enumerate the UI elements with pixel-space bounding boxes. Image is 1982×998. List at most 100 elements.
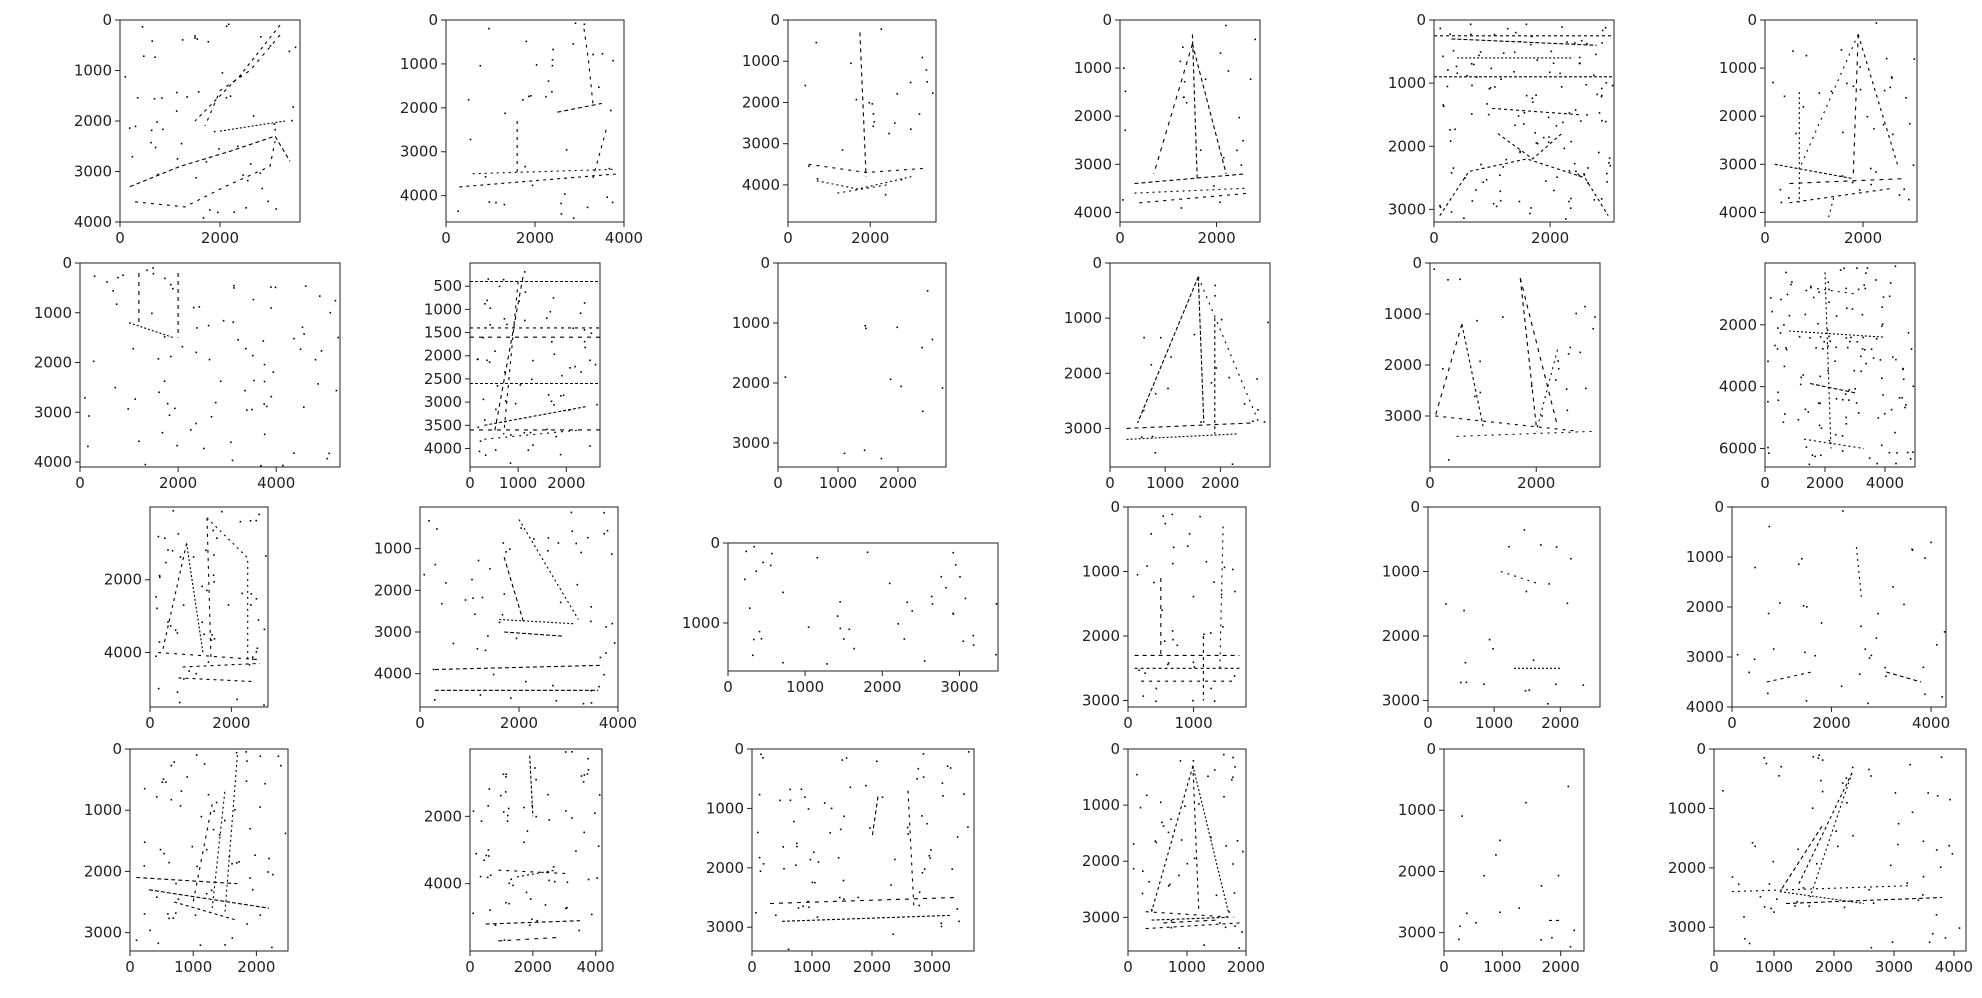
noise-point: [261, 187, 264, 190]
y-tick-label: 3000: [732, 434, 770, 452]
noise-point: [1936, 795, 1939, 797]
noise-point: [1487, 113, 1490, 116]
noise-point: [1951, 853, 1954, 855]
noise-point: [1447, 69, 1449, 71]
noise-point: [843, 815, 845, 818]
noise-point: [1530, 43, 1532, 46]
noise-point: [906, 601, 909, 604]
noise-point: [811, 881, 814, 884]
y-tick-label: 2000: [1668, 859, 1706, 877]
noise-point: [88, 415, 90, 417]
y-tick-label: 2000: [1719, 316, 1757, 334]
noise-point: [176, 158, 179, 160]
noise-point: [1495, 854, 1497, 856]
noise-point: [1555, 683, 1557, 686]
noise-point: [475, 852, 477, 855]
noise-point: [568, 409, 570, 411]
noise-point: [212, 574, 215, 576]
noise-point: [845, 757, 848, 759]
noise-point: [528, 95, 530, 98]
noise-point: [93, 275, 96, 278]
noise-point: [199, 944, 202, 946]
noise-point: [1894, 792, 1897, 794]
noise-point: [255, 651, 258, 653]
noise-point: [1180, 207, 1183, 209]
axes-frame: [1127, 748, 1247, 952]
noise-point: [884, 193, 887, 196]
noise-point: [1219, 52, 1222, 54]
x-tick-label: 2000: [879, 474, 917, 492]
noise-point: [445, 582, 447, 584]
noise-point: [557, 542, 560, 544]
y-tick-label: 3000: [742, 135, 780, 153]
sketch-stroke-2: [498, 869, 568, 875]
noise-point: [587, 757, 589, 760]
noise-point: [1124, 90, 1127, 93]
noise-point: [1458, 938, 1460, 941]
noise-point: [1213, 581, 1215, 583]
noise-point: [1233, 892, 1236, 894]
noise-point: [559, 601, 562, 604]
noise-point: [510, 434, 512, 436]
noise-point: [1903, 603, 1905, 606]
noise-point: [565, 149, 568, 151]
noise-point: [472, 597, 474, 599]
noise-point: [1565, 388, 1568, 390]
noise-point: [1199, 149, 1202, 151]
noise-point: [611, 553, 613, 555]
noise-point: [1186, 862, 1189, 865]
sketch-stroke-5: [174, 901, 238, 921]
noise-point: [335, 389, 338, 392]
noise-point: [1555, 546, 1558, 548]
noise-point: [168, 414, 171, 416]
noise-point: [1525, 801, 1527, 804]
noise-point: [299, 348, 302, 351]
noise-point: [951, 868, 953, 870]
noise-point: [215, 801, 218, 804]
noise-point: [1559, 72, 1561, 75]
noise-point: [1909, 763, 1911, 766]
noise-point: [1198, 803, 1200, 805]
x-tick-label: 2000: [237, 958, 275, 976]
sketch-stroke-4: [1731, 885, 1913, 893]
noise-point: [245, 207, 247, 209]
noise-point: [1889, 282, 1892, 284]
noise-point: [796, 842, 798, 845]
noise-point: [967, 826, 969, 828]
noise-point: [1958, 927, 1961, 929]
noise-point: [1819, 375, 1822, 378]
y-tick-label: 1000: [1074, 59, 1112, 77]
noise-point: [476, 358, 479, 361]
y-tick-label: 3500: [424, 416, 462, 434]
noise-point: [1906, 451, 1909, 454]
noise-point: [1814, 455, 1816, 458]
noise-point: [606, 196, 608, 198]
noise-point: [1192, 595, 1195, 598]
axes-frame: [787, 19, 937, 223]
noise-point: [482, 336, 484, 339]
noise-point: [590, 702, 593, 704]
noise-point: [1807, 411, 1810, 413]
noise-point: [1160, 801, 1162, 804]
x-tick-label: 0: [75, 474, 85, 492]
noise-point: [1548, 136, 1550, 138]
noise-point: [1540, 544, 1542, 546]
noise-point: [928, 855, 931, 857]
noise-point: [1890, 408, 1893, 411]
noise-point: [1828, 301, 1830, 303]
noise-point: [158, 391, 160, 394]
noise-point: [1524, 690, 1527, 692]
noise-point: [1529, 212, 1531, 215]
noise-point: [1897, 843, 1899, 846]
noise-point: [548, 879, 550, 882]
axes-frame: [777, 262, 947, 468]
noise-point: [280, 764, 282, 767]
noise-point: [478, 450, 481, 453]
noise-point: [504, 791, 507, 793]
noise-point: [485, 854, 488, 857]
x-tick-label: 0: [1425, 474, 1435, 492]
